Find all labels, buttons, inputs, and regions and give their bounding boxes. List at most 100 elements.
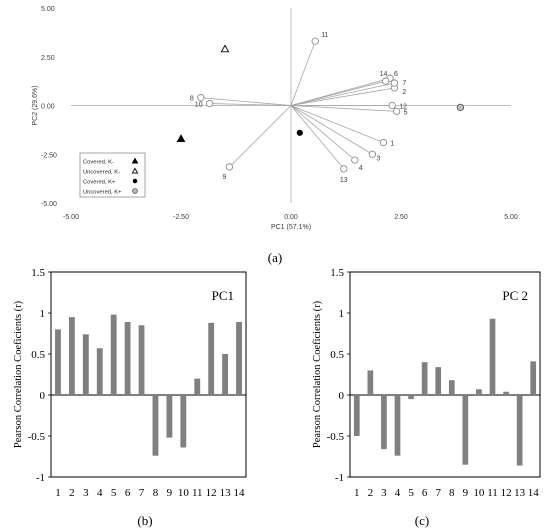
- loading-vector: [229, 105, 292, 168]
- bar: [476, 389, 482, 395]
- loading-vector: [290, 105, 356, 161]
- x-tick-label: 1: [354, 487, 360, 499]
- x-tick-label: 13: [514, 487, 526, 499]
- bar: [110, 314, 117, 395]
- x-tick-label: 8: [449, 487, 455, 499]
- y-tick-label: 1.5: [31, 267, 45, 279]
- x-tick-label: 9: [463, 487, 469, 499]
- y-tick-label: 0.5: [31, 349, 45, 361]
- y-tick-label: 1.5: [330, 267, 344, 279]
- legend-label: Uncovered, K+: [83, 190, 122, 196]
- bar: [435, 367, 442, 395]
- bar: [367, 370, 374, 395]
- loading-label: 1: [390, 141, 394, 148]
- treatment-score-point: [220, 44, 230, 53]
- bar: [138, 325, 145, 395]
- caption-c: (c): [415, 513, 429, 528]
- loading-vector: [290, 41, 316, 106]
- loading-vector: [290, 80, 386, 106]
- y-tick-label: 0: [40, 390, 46, 402]
- loading-vector: [290, 105, 384, 143]
- loading-point: [311, 37, 319, 45]
- caption-b: (b): [137, 513, 152, 528]
- loading-point: [368, 150, 377, 158]
- loading-point: [388, 101, 396, 110]
- bar: [421, 362, 428, 395]
- bar: [194, 378, 201, 395]
- x-tick-label: 4: [97, 487, 103, 499]
- x-tick-label: 3: [83, 487, 89, 499]
- loading-label: 2: [402, 89, 406, 96]
- loading-label: 8: [190, 96, 194, 103]
- loading-vector: [290, 105, 345, 170]
- plot-frame: [349, 271, 541, 478]
- bar: [222, 354, 229, 395]
- x-tick-label: 2: [368, 487, 374, 499]
- treatment-score-point: [176, 134, 186, 142]
- x-tick-label: 12: [501, 487, 512, 499]
- y-tick-label: 5.00: [41, 6, 55, 13]
- loading-point: [351, 156, 359, 164]
- plot-frame: [50, 271, 247, 478]
- loading-label: 5: [404, 109, 408, 116]
- bar: [530, 361, 537, 395]
- loading-point: [390, 79, 399, 87]
- panel-label: PC1: [212, 288, 234, 303]
- y-tick-label: 0: [339, 390, 345, 402]
- x-tick-label: 0.00: [284, 214, 298, 221]
- loading-label: 11: [321, 32, 328, 39]
- bar: [408, 395, 414, 400]
- x-tick-label: 5: [111, 487, 117, 499]
- x-tick-label: 8: [153, 487, 159, 499]
- x-tick-label: 5.00: [504, 214, 518, 221]
- bar: [462, 395, 469, 465]
- loading-vector: [290, 105, 373, 155]
- loading-label: 7: [402, 80, 406, 87]
- bar: [124, 322, 131, 395]
- loading-label: 12: [399, 104, 407, 111]
- bar: [68, 317, 75, 395]
- loading-point: [205, 99, 214, 108]
- x-tick-label: 1: [55, 487, 61, 499]
- loading-point: [379, 138, 388, 147]
- bar: [166, 395, 173, 438]
- loading-vector: [290, 105, 397, 112]
- treatment-score-point: [296, 129, 303, 136]
- x-tick-label: 6: [125, 487, 131, 499]
- y-tick-label: -1: [36, 472, 45, 484]
- bar: [180, 395, 187, 448]
- bar: [55, 329, 61, 395]
- x-tick-label: 12: [206, 487, 217, 499]
- bar: [152, 395, 159, 456]
- legend-label: Covered, K+: [83, 180, 116, 186]
- pc1-correlation-chart: 1.510.50-0.5-11 2 3 4 5 6 7 8 9 10 11 12 13 14PC1Pear…: [13, 267, 247, 499]
- legend-label: Uncovered, K-: [83, 170, 120, 176]
- legend-marker: [132, 188, 138, 194]
- loading-vector: [290, 87, 395, 106]
- bar: [208, 322, 215, 395]
- legend-label: Covered, K-: [83, 160, 114, 166]
- legend-marker: [132, 178, 138, 184]
- y-tick-label: 2.50: [41, 55, 55, 62]
- x-tick-label: 14: [528, 487, 540, 499]
- loading-vector: [200, 97, 292, 106]
- x-tick-label: -5.00: [63, 214, 79, 221]
- bar: [236, 322, 242, 395]
- loading-point: [392, 107, 401, 116]
- x-tick-label: 11: [192, 487, 203, 499]
- bar: [448, 380, 455, 395]
- loading-label: 4: [359, 165, 363, 172]
- x-tick-label: 5: [408, 487, 414, 499]
- loading-label: 6: [394, 71, 398, 78]
- y-axis-label: PC2 (29.6%): [32, 85, 39, 125]
- y-tick-label: -0.5: [327, 431, 345, 443]
- x-tick-label: 13: [220, 487, 232, 499]
- y-tick-label: -0.5: [28, 431, 46, 443]
- y-tick-label: 0.00: [41, 104, 55, 111]
- loading-vector: [290, 82, 395, 106]
- y-tick-label: 1: [40, 308, 46, 320]
- loading-label: 14: [380, 71, 388, 78]
- y-tick-label: -1: [335, 472, 344, 484]
